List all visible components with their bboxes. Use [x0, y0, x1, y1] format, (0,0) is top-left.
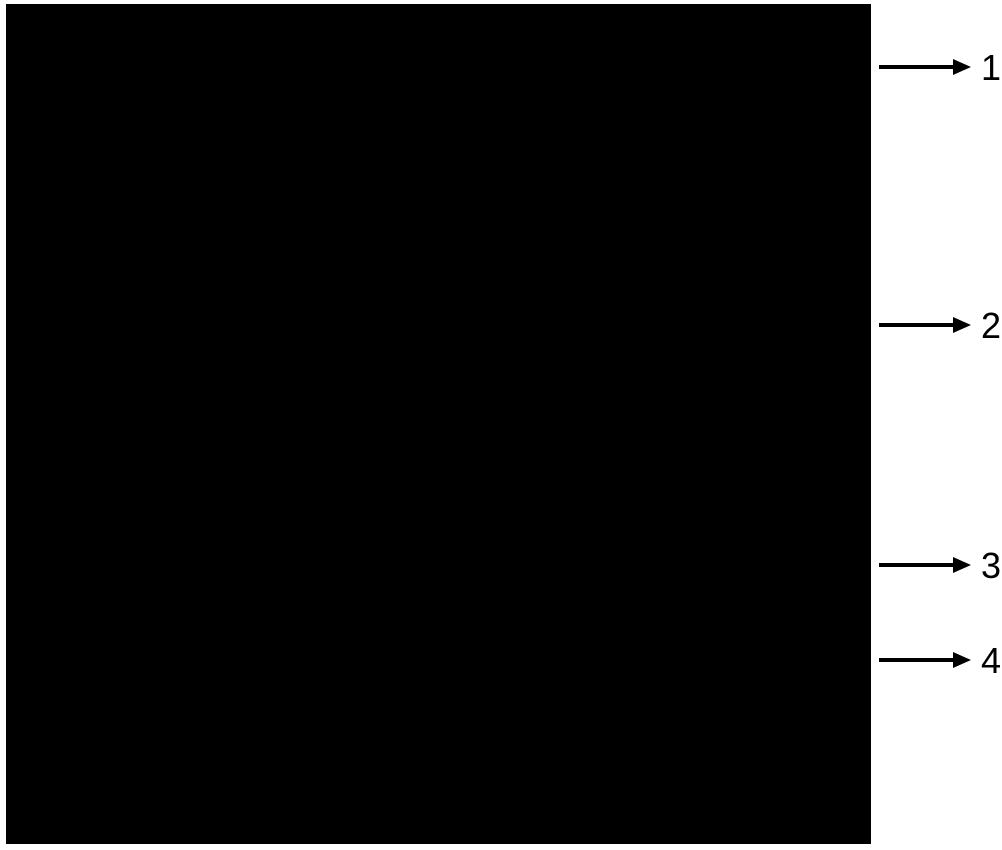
callout-arrow-4	[879, 652, 971, 668]
callout-arrow-3	[879, 557, 971, 573]
callout-label-1: 1	[981, 50, 1001, 86]
arrow-head-icon	[953, 317, 971, 333]
figure-canvas: 1 2 3 4	[0, 0, 1002, 850]
arrow-shaft	[879, 563, 953, 567]
callout-arrow-2	[879, 317, 971, 333]
arrow-head-icon	[953, 59, 971, 75]
callout-arrow-1	[879, 59, 971, 75]
arrow-shaft	[879, 658, 953, 662]
arrow-shaft	[879, 65, 953, 69]
callout-label-4: 4	[981, 643, 1001, 679]
arrow-head-icon	[953, 557, 971, 573]
arrow-head-icon	[953, 652, 971, 668]
main-black-rectangle	[6, 4, 871, 844]
callout-label-2: 2	[981, 308, 1001, 344]
arrow-shaft	[879, 323, 953, 327]
callout-label-3: 3	[981, 548, 1001, 584]
